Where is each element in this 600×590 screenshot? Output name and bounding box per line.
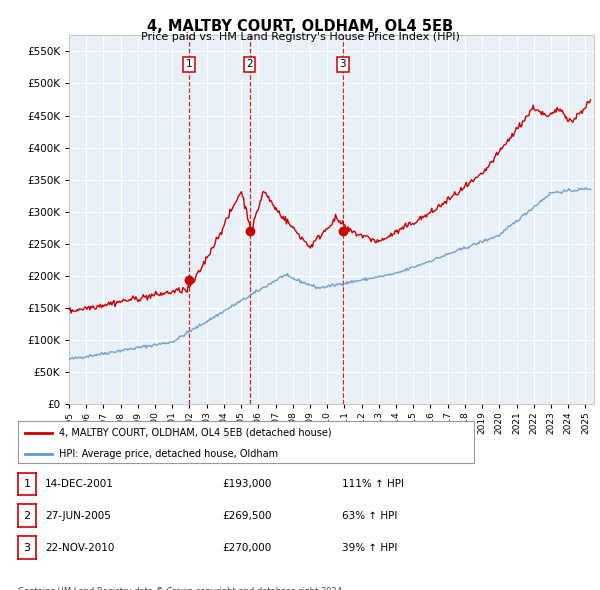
Text: Contains HM Land Registry data © Crown copyright and database right 2024.: Contains HM Land Registry data © Crown c… xyxy=(18,587,344,590)
Text: 1: 1 xyxy=(23,479,31,489)
Text: HPI: Average price, detached house, Oldham: HPI: Average price, detached house, Oldh… xyxy=(59,449,278,459)
Text: 2: 2 xyxy=(23,511,31,520)
Text: Price paid vs. HM Land Registry's House Price Index (HPI): Price paid vs. HM Land Registry's House … xyxy=(140,32,460,42)
Text: 3: 3 xyxy=(23,543,31,552)
Text: 39% ↑ HPI: 39% ↑ HPI xyxy=(342,543,397,552)
Text: £269,500: £269,500 xyxy=(222,511,271,520)
Text: 4, MALTBY COURT, OLDHAM, OL4 5EB: 4, MALTBY COURT, OLDHAM, OL4 5EB xyxy=(147,19,453,34)
Text: 63% ↑ HPI: 63% ↑ HPI xyxy=(342,511,397,520)
Text: 111% ↑ HPI: 111% ↑ HPI xyxy=(342,479,404,489)
Text: 27-JUN-2005: 27-JUN-2005 xyxy=(45,511,111,520)
Text: 2: 2 xyxy=(246,59,253,69)
Text: 1: 1 xyxy=(185,59,192,69)
Text: 3: 3 xyxy=(340,59,346,69)
Text: £193,000: £193,000 xyxy=(222,479,271,489)
Text: 4, MALTBY COURT, OLDHAM, OL4 5EB (detached house): 4, MALTBY COURT, OLDHAM, OL4 5EB (detach… xyxy=(59,428,332,438)
Text: 22-NOV-2010: 22-NOV-2010 xyxy=(45,543,115,552)
Text: £270,000: £270,000 xyxy=(222,543,271,552)
Text: 14-DEC-2001: 14-DEC-2001 xyxy=(45,479,114,489)
